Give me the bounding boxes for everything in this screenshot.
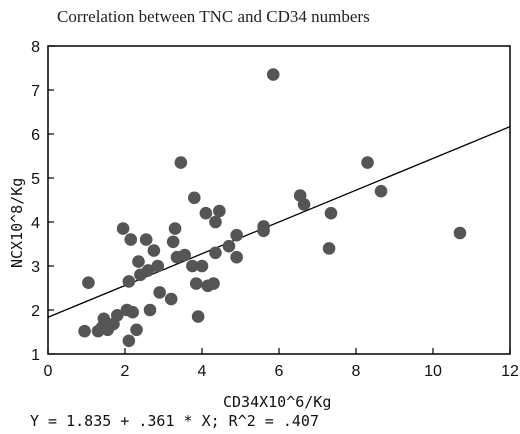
data-point	[374, 184, 388, 198]
data-point	[132, 255, 145, 268]
data-point	[189, 277, 203, 290]
data-point	[147, 244, 161, 257]
data-point	[124, 233, 138, 246]
y-tick-label: 4	[31, 215, 40, 232]
data-point	[141, 264, 155, 277]
data-point	[207, 277, 220, 290]
data-point	[151, 259, 165, 273]
data-point	[297, 198, 311, 211]
data-point	[199, 206, 213, 220]
data-point	[178, 248, 191, 262]
y-tick-label: 1	[31, 347, 40, 364]
data-point	[166, 235, 180, 249]
y-tick-label: 2	[31, 303, 40, 320]
y-tick-label: 8	[31, 39, 40, 56]
y-tick-label: 7	[31, 83, 40, 100]
data-point	[230, 228, 243, 242]
data-points	[78, 68, 467, 348]
data-point	[82, 276, 95, 290]
data-point	[116, 222, 130, 235]
data-point	[186, 259, 199, 273]
data-point	[164, 292, 178, 306]
x-tick-label: 8	[352, 363, 361, 380]
data-point	[130, 323, 143, 337]
y-tick-label: 5	[31, 171, 40, 188]
data-point	[361, 156, 374, 169]
data-point	[153, 286, 166, 299]
data-point	[122, 334, 136, 348]
data-point	[139, 233, 153, 246]
x-tick-label: 6	[275, 363, 284, 380]
data-point	[97, 312, 111, 326]
y-tick-label: 6	[31, 127, 40, 144]
data-point	[143, 303, 157, 317]
data-point	[111, 308, 124, 322]
data-point	[174, 156, 188, 169]
data-point	[322, 242, 336, 255]
data-point	[209, 246, 222, 260]
x-tick-label: 0	[44, 363, 53, 380]
data-point	[213, 204, 226, 218]
x-axis-label: CD34X10^6/Kg	[223, 393, 331, 411]
data-point	[453, 226, 467, 240]
data-point	[195, 259, 209, 273]
data-point	[324, 206, 338, 220]
data-point	[188, 191, 201, 205]
x-tick-label: 4	[198, 363, 207, 380]
y-axis-ticks: 1 2 3 4 5 6 7 8	[31, 39, 54, 364]
data-point	[122, 275, 136, 288]
data-point	[168, 222, 182, 235]
data-point	[257, 224, 270, 238]
x-tick-label: 12	[501, 363, 519, 380]
data-point	[78, 324, 91, 338]
data-point	[191, 310, 205, 323]
x-tick-label: 2	[121, 363, 130, 380]
data-point	[209, 215, 222, 229]
data-point	[222, 239, 236, 253]
y-tick-label: 3	[31, 259, 40, 276]
data-point	[230, 250, 243, 264]
chart-title: Correlation between TNC and CD34 numbers	[57, 7, 370, 26]
data-point	[126, 305, 139, 319]
x-axis-ticks: 0 2 4 6 8 10 12	[44, 348, 519, 380]
regression-equation: Y = 1.835 + .361 * X; R^2 = .407	[30, 412, 319, 430]
plot-frame	[47, 45, 511, 355]
y-axis-label: NCX10^8/Kg	[8, 178, 26, 268]
x-tick-label: 10	[424, 363, 442, 380]
regression-line	[47, 126, 511, 318]
data-point	[266, 68, 280, 81]
